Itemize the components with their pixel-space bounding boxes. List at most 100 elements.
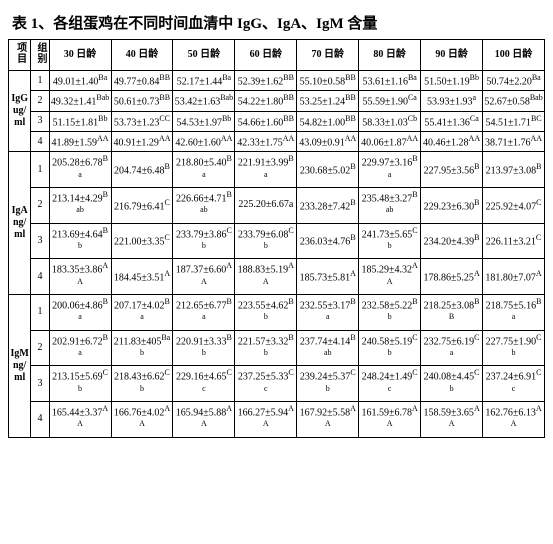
data-cell: 235.48±3.27Bab <box>359 187 421 223</box>
group-number: 2 <box>31 91 49 111</box>
data-cell: 240.08±4.45Cb <box>421 366 483 402</box>
data-cell: 213.14±4.29Bab <box>49 187 111 223</box>
table-row: 441.89±1.59AA40.91±1.29AA42.60±1.60AA42.… <box>9 131 545 151</box>
data-cell: 241.73±5.65Cb <box>359 223 421 259</box>
data-cell: 229.97±3.16Ba <box>359 152 421 188</box>
data-cell: 41.89±1.59AA <box>49 131 111 151</box>
table-title: 表 1、各组蛋鸡在不同时间血清中 IgG、IgA、IgM 含量 <box>12 12 545 33</box>
data-cell: 216.79±6.41C <box>111 187 173 223</box>
data-cell: 212.65±6.77Ba <box>173 294 235 330</box>
data-cell: 223.55±4.62Bb <box>235 294 297 330</box>
data-cell: 239.24±5.37Cb <box>297 366 359 402</box>
data-cell: 49.01±1.40Ba <box>49 71 111 91</box>
data-cell: 52.67±0.58Bab <box>483 91 545 111</box>
data-cell: 227.95±3.56B <box>421 152 483 188</box>
table-row: 351.15±1.81Bb53.73±1.23CC54.53±1.97Bb54.… <box>9 111 545 131</box>
data-cell: 50.74±2.20Ba <box>483 71 545 91</box>
data-cell: 53.93±1.93a <box>421 91 483 111</box>
data-cell: 165.94±5.88AA <box>173 401 235 437</box>
data-cell: 248.24±1.49Cc <box>359 366 421 402</box>
data-cell: 200.06±4.86Ba <box>49 294 111 330</box>
data-cell: 161.59±6.78AA <box>359 401 421 437</box>
data-cell: 220.91±3.33Bb <box>173 330 235 366</box>
data-cell: 227.75±1.90Cb <box>483 330 545 366</box>
data-cell: 54.82±1.00BB <box>297 111 359 131</box>
data-cell: 49.77±0.84BB <box>111 71 173 91</box>
table-row: IgA ng/ml1205.28±6.78Ba204.74±6.48B218.8… <box>9 152 545 188</box>
data-cell: 183.35±3.86AA <box>49 259 111 295</box>
data-cell: 229.23±6.30B <box>421 187 483 223</box>
data-cell: 205.28±6.78Ba <box>49 152 111 188</box>
row-block-label: IgA ng/ml <box>9 152 31 295</box>
data-cell: 234.20±4.39B <box>421 223 483 259</box>
data-cell: 232.58±5.22Bb <box>359 294 421 330</box>
data-cell: 213.97±3.08B <box>483 152 545 188</box>
data-cell: 240.58±5.19Cb <box>359 330 421 366</box>
header-row: 项目 组别 30 日龄 40 日龄 50 日龄 60 日龄 70 日龄 80 日… <box>9 40 545 71</box>
data-cell: 225.92±4.07C <box>483 187 545 223</box>
group-number: 1 <box>31 152 49 188</box>
header-col-0: 30 日龄 <box>49 40 111 71</box>
data-cell: 55.41±1.36Ca <box>421 111 483 131</box>
data-cell: 225.20±6.67a <box>235 187 297 223</box>
data-cell: 229.16±4.65Cc <box>173 366 235 402</box>
table-row: IgM ng/ml1200.06±4.86Ba207.17±4.02Ba212.… <box>9 294 545 330</box>
data-cell: 53.25±1.24BB <box>297 91 359 111</box>
data-cell: 237.24±6.91Cc <box>483 366 545 402</box>
data-cell: 226.11±3.21C <box>483 223 545 259</box>
data-cell: 54.53±1.97Bb <box>173 111 235 131</box>
data-cell: 51.50±1.19Bb <box>421 71 483 91</box>
header-col-4: 70 日龄 <box>297 40 359 71</box>
data-cell: 43.09±0.91AA <box>297 131 359 151</box>
data-cell: 232.55±3.17Ba <box>297 294 359 330</box>
data-cell: 218.25±3.08BB <box>421 294 483 330</box>
row-block-label: IgG ug/ml <box>9 71 31 152</box>
data-cell: 53.73±1.23CC <box>111 111 173 131</box>
data-cell: 166.27±5.94AA <box>235 401 297 437</box>
data-cell: 185.73±5.81A <box>297 259 359 295</box>
header-col-1: 40 日龄 <box>111 40 173 71</box>
data-cell: 202.91±6.72Ba <box>49 330 111 366</box>
data-cell: 49.32±1.41Bab <box>49 91 111 111</box>
group-number: 3 <box>31 366 49 402</box>
data-cell: 230.68±5.02B <box>297 152 359 188</box>
data-cell: 232.75±6.19Ca <box>421 330 483 366</box>
data-table: 项目 组别 30 日龄 40 日龄 50 日龄 60 日龄 70 日龄 80 日… <box>8 39 545 438</box>
data-cell: 221.91±3.99Ba <box>235 152 297 188</box>
group-number: 1 <box>31 71 49 91</box>
header-col-6: 90 日龄 <box>421 40 483 71</box>
row-block-label: IgM ng/ml <box>9 294 31 437</box>
data-cell: 54.66±1.60BB <box>235 111 297 131</box>
data-cell: 213.69±4.64Bb <box>49 223 111 259</box>
data-cell: 53.42±1.63Bab <box>173 91 235 111</box>
data-cell: 40.06±1.87AA <box>359 131 421 151</box>
data-cell: 54.22±1.80BB <box>235 91 297 111</box>
data-cell: 55.10±0.58BB <box>297 71 359 91</box>
header-col-5: 80 日龄 <box>359 40 421 71</box>
table-row: 4183.35±3.86AA184.45±3.51A187.37±6.60AA1… <box>9 259 545 295</box>
group-number: 3 <box>31 223 49 259</box>
table-row: 3213.15±5.69Cb218.43±6.62Cb229.16±4.65Cc… <box>9 366 545 402</box>
data-cell: 158.59±3.65AA <box>421 401 483 437</box>
group-number: 1 <box>31 294 49 330</box>
data-cell: 53.61±1.16Ba <box>359 71 421 91</box>
header-col-7: 100 日龄 <box>483 40 545 71</box>
data-cell: 54.51±1.71BC <box>483 111 545 131</box>
data-cell: 181.80±7.07A <box>483 259 545 295</box>
data-cell: 167.92±5.58AA <box>297 401 359 437</box>
data-cell: 50.61±0.73BB <box>111 91 173 111</box>
data-cell: 38.71±1.76AA <box>483 131 545 151</box>
data-cell: 218.80±5.40Ba <box>173 152 235 188</box>
data-cell: 218.43±6.62Cb <box>111 366 173 402</box>
data-cell: 213.15±5.69Cb <box>49 366 111 402</box>
data-cell: 233.28±7.42B <box>297 187 359 223</box>
data-cell: 165.44±3.37AA <box>49 401 111 437</box>
data-cell: 188.83±5.19AA <box>235 259 297 295</box>
group-number: 4 <box>31 259 49 295</box>
data-cell: 58.33±1.03Cb <box>359 111 421 131</box>
data-cell: 52.39±1.62BB <box>235 71 297 91</box>
data-cell: 166.76±4.02AA <box>111 401 173 437</box>
group-number: 4 <box>31 401 49 437</box>
data-cell: 51.15±1.81Bb <box>49 111 111 131</box>
data-cell: 55.59±1.90Ca <box>359 91 421 111</box>
